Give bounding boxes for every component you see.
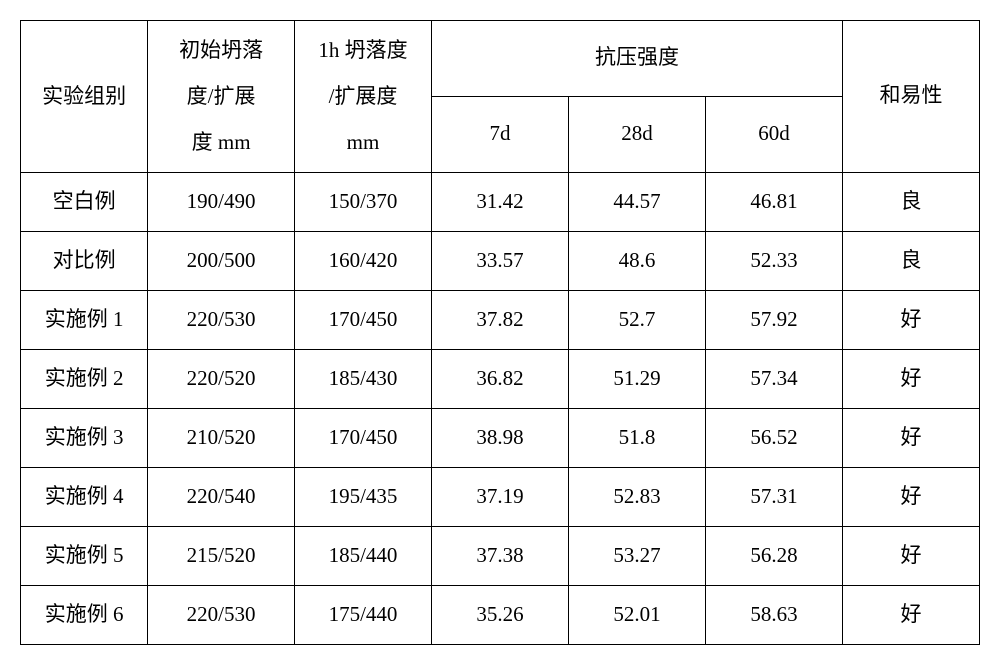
cell-strength-60d: 52.33: [705, 231, 842, 290]
cell-strength-60d: 57.92: [705, 290, 842, 349]
cell-initial-slump: 220/520: [148, 349, 295, 408]
cell-workability: 好: [842, 349, 979, 408]
cell-group: 实施例 4: [21, 467, 148, 526]
cell-strength-7d: 36.82: [431, 349, 568, 408]
cell-strength-60d: 57.31: [705, 467, 842, 526]
cell-strength-60d: 57.34: [705, 349, 842, 408]
cell-initial-slump: 215/520: [148, 526, 295, 585]
cell-workability: 好: [842, 526, 979, 585]
table-row: 实施例 2220/520185/43036.8251.2957.34好: [21, 349, 980, 408]
cell-group: 实施例 1: [21, 290, 148, 349]
col-header-initial-slump: 初始坍落度/扩展度 mm: [148, 21, 295, 173]
cell-strength-28d: 44.57: [568, 172, 705, 231]
table-row: 实施例 4220/540195/43537.1952.8357.31好: [21, 467, 980, 526]
table-row: 实施例 3210/520170/45038.9851.856.52好: [21, 408, 980, 467]
cell-strength-60d: 56.52: [705, 408, 842, 467]
cell-slump-1h: 170/450: [294, 290, 431, 349]
table-row: 实施例 6220/530175/44035.2652.0158.63好: [21, 585, 980, 644]
cell-group: 实施例 6: [21, 585, 148, 644]
table-header: 实验组别 初始坍落度/扩展度 mm 1h 坍落度/扩展度mm 抗压强度 和易性 …: [21, 21, 980, 173]
cell-slump-1h: 160/420: [294, 231, 431, 290]
cell-strength-28d: 52.83: [568, 467, 705, 526]
col-header-compressive-strength: 抗压强度: [431, 21, 842, 97]
cell-workability: 好: [842, 290, 979, 349]
cell-workability: 好: [842, 408, 979, 467]
cell-initial-slump: 220/530: [148, 290, 295, 349]
col-header-workability: 和易性: [842, 21, 979, 173]
cell-workability: 良: [842, 231, 979, 290]
table-row: 实施例 1220/530170/45037.8252.757.92好: [21, 290, 980, 349]
header-row-1: 实验组别 初始坍落度/扩展度 mm 1h 坍落度/扩展度mm 抗压强度 和易性: [21, 21, 980, 97]
cell-strength-60d: 58.63: [705, 585, 842, 644]
cell-initial-slump: 210/520: [148, 408, 295, 467]
cell-strength-7d: 37.19: [431, 467, 568, 526]
cell-workability: 好: [842, 585, 979, 644]
col-header-group: 实验组别: [21, 21, 148, 173]
cell-group: 对比例: [21, 231, 148, 290]
cell-strength-28d: 53.27: [568, 526, 705, 585]
data-table: 实验组别 初始坍落度/扩展度 mm 1h 坍落度/扩展度mm 抗压强度 和易性 …: [20, 20, 980, 645]
cell-group: 实施例 2: [21, 349, 148, 408]
cell-slump-1h: 175/440: [294, 585, 431, 644]
col-header-28d: 28d: [568, 96, 705, 172]
cell-workability: 良: [842, 172, 979, 231]
cell-workability: 好: [842, 467, 979, 526]
cell-strength-28d: 51.8: [568, 408, 705, 467]
col-header-60d: 60d: [705, 96, 842, 172]
cell-initial-slump: 200/500: [148, 231, 295, 290]
cell-strength-7d: 33.57: [431, 231, 568, 290]
cell-group: 实施例 5: [21, 526, 148, 585]
cell-strength-7d: 35.26: [431, 585, 568, 644]
cell-strength-28d: 51.29: [568, 349, 705, 408]
cell-slump-1h: 195/435: [294, 467, 431, 526]
cell-strength-7d: 37.82: [431, 290, 568, 349]
cell-slump-1h: 150/370: [294, 172, 431, 231]
cell-group: 实施例 3: [21, 408, 148, 467]
cell-strength-60d: 56.28: [705, 526, 842, 585]
cell-slump-1h: 185/440: [294, 526, 431, 585]
table-body: 空白例190/490150/37031.4244.5746.81良对比例200/…: [21, 172, 980, 644]
cell-slump-1h: 170/450: [294, 408, 431, 467]
table-row: 对比例200/500160/42033.5748.652.33良: [21, 231, 980, 290]
cell-initial-slump: 220/530: [148, 585, 295, 644]
cell-strength-28d: 48.6: [568, 231, 705, 290]
data-table-container: 实验组别 初始坍落度/扩展度 mm 1h 坍落度/扩展度mm 抗压强度 和易性 …: [20, 20, 980, 645]
cell-group: 空白例: [21, 172, 148, 231]
cell-strength-7d: 31.42: [431, 172, 568, 231]
col-header-7d: 7d: [431, 96, 568, 172]
table-row: 空白例190/490150/37031.4244.5746.81良: [21, 172, 980, 231]
col-header-slump-1h: 1h 坍落度/扩展度mm: [294, 21, 431, 173]
cell-strength-28d: 52.7: [568, 290, 705, 349]
cell-initial-slump: 220/540: [148, 467, 295, 526]
cell-strength-7d: 37.38: [431, 526, 568, 585]
cell-strength-28d: 52.01: [568, 585, 705, 644]
cell-slump-1h: 185/430: [294, 349, 431, 408]
cell-strength-60d: 46.81: [705, 172, 842, 231]
table-row: 实施例 5215/520185/44037.3853.2756.28好: [21, 526, 980, 585]
cell-initial-slump: 190/490: [148, 172, 295, 231]
cell-strength-7d: 38.98: [431, 408, 568, 467]
